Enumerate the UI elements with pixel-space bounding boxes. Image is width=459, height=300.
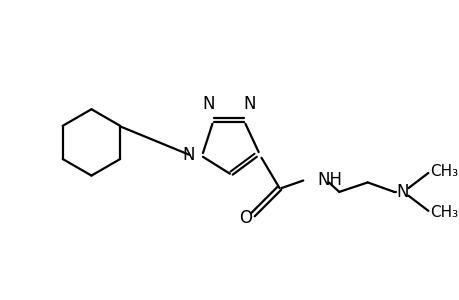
Text: N: N <box>242 95 255 113</box>
Text: CH₃: CH₃ <box>429 205 458 220</box>
Text: N: N <box>396 183 408 201</box>
Text: O: O <box>238 208 252 226</box>
Text: CH₃: CH₃ <box>429 164 458 178</box>
Text: N: N <box>202 95 214 113</box>
Text: N: N <box>181 146 194 164</box>
Text: NH: NH <box>317 171 341 189</box>
